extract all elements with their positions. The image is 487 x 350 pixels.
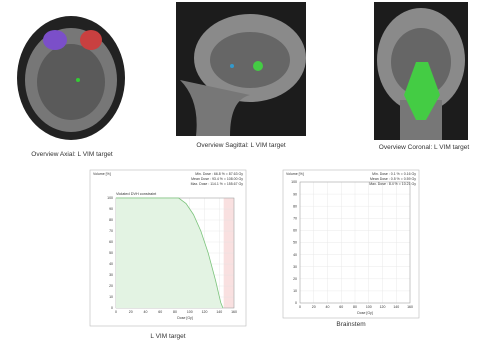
- y-tick-label: 60: [109, 240, 113, 244]
- y-tick-label: 70: [109, 229, 113, 233]
- x-tick-label: 40: [144, 310, 148, 314]
- x-tick-label: 60: [339, 305, 343, 309]
- dose-stat: Min. Dose : 66.8 % = 87.63 Gy: [195, 172, 243, 176]
- y-tick-label: 40: [109, 262, 113, 266]
- y-tick-label: 50: [109, 251, 113, 255]
- y-tick-label: 80: [293, 204, 297, 208]
- x-tick-label: 0: [299, 305, 301, 309]
- x-tick-label: 160: [407, 305, 413, 309]
- y-tick-label: 40: [293, 253, 297, 257]
- y-tick-label: 90: [293, 192, 297, 196]
- y-tick-label: 50: [293, 241, 297, 245]
- y-tick-label: 10: [293, 289, 297, 293]
- x-tick-label: 80: [353, 305, 357, 309]
- page: Overview Axial: L VIM target Overview Sa…: [0, 0, 487, 345]
- chart-frame: [283, 170, 419, 318]
- x-tick-label: 20: [129, 310, 133, 314]
- y-tick-label: 60: [293, 229, 297, 233]
- y-tick-label: 100: [107, 196, 113, 200]
- x-tick-label: 100: [366, 305, 372, 309]
- dose-stat: Max. Dose : 114.1 % = 155.67 Gy: [191, 182, 244, 186]
- y-axis-label: Volume [%]: [286, 172, 304, 176]
- dose-stat: Min. Dose : 0.1 % = 0.16 Gy: [372, 172, 416, 176]
- y-tick-label: 100: [291, 180, 297, 184]
- x-tick-label: 20: [312, 305, 316, 309]
- x-tick-label: 80: [173, 310, 177, 314]
- dose-stat: Max. Dose : 8.4 % = 10.21 Gy: [369, 182, 416, 186]
- chart-title: Brainstem: [336, 321, 365, 328]
- dose-stat: Mean Dose : 0.5 % = 0.59 Gy: [370, 177, 416, 181]
- coronal-image: [374, 2, 468, 140]
- y-tick-label: 70: [293, 217, 297, 221]
- y-tick-label: 30: [109, 273, 113, 277]
- image-caption: Overview Axial: L VIM target: [31, 151, 113, 158]
- x-tick-label: 140: [216, 310, 222, 314]
- x-axis-label: Dose [Gy]: [177, 316, 193, 320]
- y-axis-label: Volume [%]: [93, 172, 111, 176]
- y-tick-label: 10: [109, 295, 113, 299]
- sagittal-image: [176, 2, 306, 136]
- y-tick-label: 20: [109, 284, 113, 288]
- y-tick-label: 0: [111, 306, 113, 310]
- x-tick-label: 100: [187, 310, 193, 314]
- y-tick-label: 80: [109, 218, 113, 222]
- dose-stat: Mean Dose : 93.4 % = 108.00 Gy: [191, 177, 243, 181]
- x-tick-label: 140: [393, 305, 399, 309]
- chart-title: L VIM target: [150, 333, 185, 340]
- axial-image: [15, 2, 127, 142]
- x-tick-label: 120: [380, 305, 386, 309]
- x-tick-label: 40: [326, 305, 330, 309]
- y-tick-label: 90: [109, 207, 113, 211]
- x-axis-label: Dose [Gy]: [357, 311, 373, 315]
- x-tick-label: 160: [231, 310, 237, 314]
- annotation: Violated DVH constraint: [116, 192, 157, 196]
- image-caption: Overview Coronal: L VIM target: [379, 144, 470, 151]
- x-tick-label: 60: [158, 310, 162, 314]
- y-tick-label: 20: [293, 277, 297, 281]
- x-tick-label: 0: [115, 310, 117, 314]
- x-tick-label: 120: [202, 310, 208, 314]
- y-tick-label: 30: [293, 265, 297, 269]
- y-tick-label: 0: [295, 301, 297, 305]
- image-caption: Overview Sagittal: L VIM target: [196, 142, 286, 149]
